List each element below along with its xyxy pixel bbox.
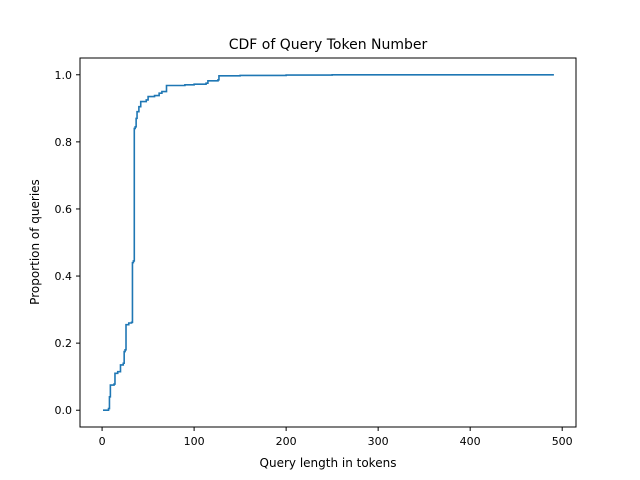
x-tick-label: 100 xyxy=(184,435,205,448)
y-tick-label: 1.0 xyxy=(55,69,73,82)
x-axis: 0 100 200 300 400 500 xyxy=(99,427,573,448)
x-tick-label: 400 xyxy=(460,435,481,448)
y-tick-label: 0.0 xyxy=(55,404,73,417)
x-tick-label: 500 xyxy=(552,435,573,448)
y-axis-label: Proportion of queries xyxy=(28,179,42,305)
x-tick-label: 300 xyxy=(368,435,389,448)
plot-frame xyxy=(79,57,577,428)
cdf-series-line xyxy=(103,73,554,412)
y-tick-label: 0.2 xyxy=(55,337,73,350)
y-tick-label: 0.8 xyxy=(55,136,73,149)
y-tick-label: 0.4 xyxy=(55,270,73,283)
x-tick-label: 200 xyxy=(276,435,297,448)
y-axis: 0.0 0.2 0.4 0.6 0.8 1.0 xyxy=(55,69,80,417)
y-tick-label: 0.6 xyxy=(55,203,73,216)
x-tick-label: 0 xyxy=(99,435,106,448)
x-axis-label: Query length in tokens xyxy=(260,456,397,470)
chart-title: CDF of Query Token Number xyxy=(229,37,428,53)
